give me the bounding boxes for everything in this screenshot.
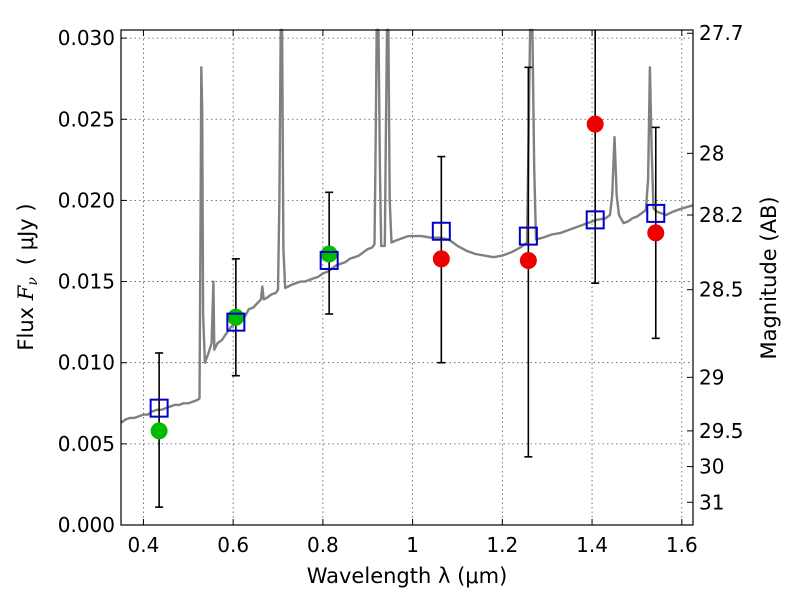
observed-point-red — [586, 115, 604, 133]
observed-point-red — [647, 224, 665, 242]
observed-point-green — [150, 422, 168, 440]
model-spectrum-line — [120, 28, 694, 424]
axis-ticks: 0.4 0.6 0.8 1 1.2 1.4 1.6 0.000 0.005 0.010 0.015 0… — [58, 21, 744, 557]
y2-tick-label: 29.5 — [699, 419, 744, 443]
x-tick-label: 1 — [406, 533, 419, 557]
y2-tick-label: 28.2 — [699, 203, 744, 227]
x-tick-label: 1.2 — [486, 533, 518, 557]
model-photometry-square — [149, 398, 169, 418]
y-tick-label: 0.015 — [58, 270, 115, 294]
x-tick-label: 0.6 — [217, 533, 249, 557]
model-photometry-square — [585, 210, 605, 230]
y2-tick-label: 28 — [699, 141, 724, 165]
x-axis-label: Wavelength λ (μm) — [307, 564, 508, 588]
model-photometry-square — [226, 312, 246, 332]
y-tick-label: 0.030 — [58, 26, 115, 50]
grid-lines — [121, 30, 693, 526]
y-tick-label: 0.010 — [58, 351, 115, 375]
observed-point-red — [519, 251, 537, 269]
model-photometry-square — [518, 226, 538, 246]
x-tick-label: 0.4 — [128, 533, 160, 557]
y-axis-label-prefix: Flux — [14, 300, 38, 350]
y-tick-label: 0.000 — [58, 513, 115, 537]
y2-axis-label: Magnitude (AB) — [757, 196, 781, 359]
model-photometry-square — [319, 250, 339, 270]
y2-tick-label: 28.5 — [699, 278, 744, 302]
y-axis-label: Flux Fν ( μJy ) — [14, 203, 41, 350]
y2-tick-label: 30 — [699, 455, 724, 479]
observed-point-green — [227, 308, 245, 326]
y-tick-label: 0.020 — [58, 188, 115, 212]
observed-point-green — [320, 245, 338, 263]
y-tick-label: 0.005 — [58, 432, 115, 456]
y-axis-label-unit: ( μJy ) — [14, 203, 38, 265]
y2-tick-label: 29 — [699, 365, 724, 389]
x-tick-label: 1.6 — [666, 533, 698, 557]
observed-point-red — [432, 250, 450, 268]
error-bars — [155, 30, 660, 508]
model-photometry-square — [646, 203, 666, 223]
plot-frame — [120, 29, 694, 526]
y2-tick-label: 31 — [699, 490, 724, 514]
x-tick-label: 1.4 — [576, 533, 608, 557]
y2-tick-label: 27.7 — [699, 21, 744, 45]
data-points — [149, 115, 666, 440]
y-tick-label: 0.025 — [58, 107, 115, 131]
x-tick-label: 0.8 — [307, 533, 339, 557]
y-axis-label-symbol: F — [14, 284, 38, 301]
y-axis-label-subscript: ν — [25, 277, 41, 286]
model-spectrum — [120, 28, 694, 424]
model-photometry-square — [431, 221, 451, 241]
